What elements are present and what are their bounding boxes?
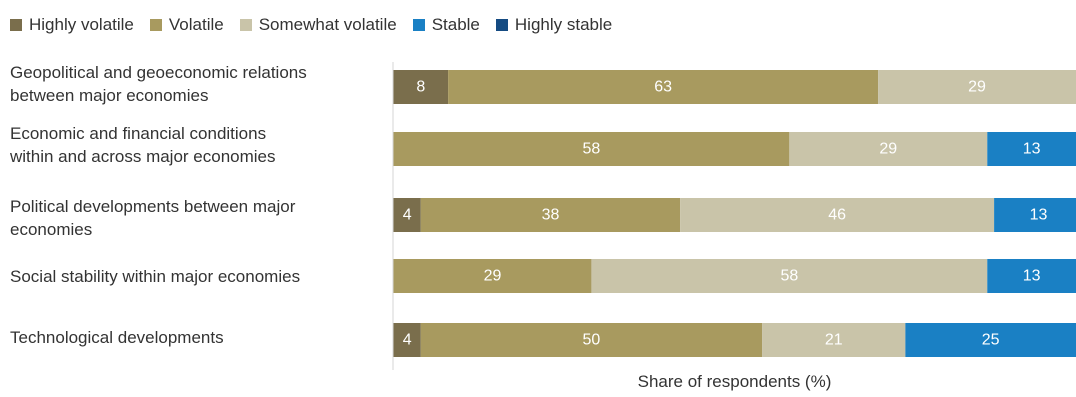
- bar-row-2: 4 38 46 13: [393, 198, 1076, 232]
- legend-label-highly-volatile: Highly volatile: [29, 15, 134, 34]
- data-label-volatile: 38: [542, 207, 560, 224]
- bar-row-0: 8 63 29: [393, 70, 1076, 104]
- bar-segment-somewhat-volatile: [878, 70, 1076, 104]
- category-label-line: Political developments between major: [10, 197, 296, 216]
- category-label-social: Social stability within major economies: [10, 265, 380, 288]
- bar-segment-highly-volatile: [393, 323, 421, 357]
- data-label-highly-volatile: 8: [416, 79, 425, 96]
- data-label-somewhat-volatile: 46: [828, 207, 846, 224]
- bar-segment-somewhat-volatile: [762, 323, 906, 357]
- bar-row-1: 58 29 13: [393, 132, 1076, 166]
- bar-segment-stable: [987, 259, 1076, 293]
- category-label-line: within and across major economies: [10, 147, 276, 166]
- data-label-stable: 13: [1023, 268, 1041, 285]
- bar-segment-volatile: [420, 198, 681, 232]
- category-label-line: economies: [10, 220, 93, 239]
- x-axis-title: Share of respondents (%): [637, 372, 832, 391]
- legend-label-volatile: Volatile: [168, 15, 224, 34]
- bar-segment-somewhat-volatile: [789, 132, 988, 166]
- legend-swatch-volatile: [149, 19, 162, 31]
- legend-item-highly-volatile: Highly volatile: [10, 15, 134, 35]
- category-label-political: Political developments between major eco…: [10, 195, 380, 241]
- data-label-stable: 13: [1023, 141, 1041, 158]
- legend-label-highly-stable: Highly stable: [514, 15, 613, 34]
- bar-segment-highly-volatile: [393, 198, 421, 232]
- data-label-somewhat-volatile: 29: [879, 141, 897, 158]
- category-label-line: Technological developments: [10, 328, 224, 347]
- data-label-stable: 25: [982, 332, 1000, 349]
- bar-row-4: 4 50 21 25: [393, 323, 1076, 357]
- legend-label-somewhat-volatile: Somewhat volatile: [258, 15, 397, 34]
- category-label-technological: Technological developments: [10, 326, 380, 349]
- category-label-line: Economic and financial conditions: [10, 124, 267, 143]
- legend-swatch-stable: [412, 19, 425, 31]
- legend-item-stable: Stable: [412, 15, 480, 35]
- category-label-line: Social stability within major economies: [10, 267, 301, 286]
- legend-swatch-somewhat-volatile: [239, 19, 252, 31]
- bar-segment-somewhat-volatile: [680, 198, 995, 232]
- data-label-volatile: 29: [484, 268, 502, 285]
- legend-swatch-highly-volatile: [10, 19, 22, 31]
- data-label-volatile: 63: [654, 79, 672, 96]
- bar-segment-stable: [994, 198, 1076, 232]
- legend-item-volatile: Volatile: [149, 15, 224, 35]
- bar-segment-somewhat-volatile: [591, 259, 988, 293]
- legend-label-stable: Stable: [431, 15, 480, 34]
- legend-item-highly-stable: Highly stable: [495, 15, 613, 35]
- bar-segment-volatile: [393, 259, 592, 293]
- chart-legend: Highly volatile Volatile Somewhat volati…: [10, 12, 612, 38]
- data-label-volatile: 58: [583, 141, 601, 158]
- bar-segment-stable: [905, 323, 1076, 357]
- data-label-somewhat-volatile: 21: [825, 332, 843, 349]
- bar-row-3: 29 58 13: [393, 259, 1076, 293]
- data-label-somewhat-volatile: 58: [780, 268, 798, 285]
- data-label-highly-volatile: 4: [403, 207, 412, 224]
- data-label-somewhat-volatile: 29: [968, 79, 986, 96]
- bar-segment-stable: [987, 132, 1076, 166]
- bar-segment-volatile: [393, 132, 790, 166]
- data-label-volatile: 50: [583, 332, 601, 349]
- category-label-geopolitical: Geopolitical and geoeconomic relations b…: [10, 61, 380, 107]
- bar-segment-volatile: [420, 323, 763, 357]
- category-label-economic: Economic and financial conditions within…: [10, 122, 380, 168]
- category-label-line: between major economies: [10, 86, 209, 105]
- legend-item-somewhat-volatile: Somewhat volatile: [239, 15, 397, 35]
- bar-segment-highly-volatile: [393, 70, 449, 104]
- legend-swatch-highly-stable: [495, 19, 508, 31]
- data-label-highly-volatile: 4: [403, 332, 412, 349]
- data-label-stable: 13: [1030, 207, 1048, 224]
- bar-segment-volatile: [448, 70, 879, 104]
- category-label-line: Geopolitical and geoeconomic relations: [10, 63, 307, 82]
